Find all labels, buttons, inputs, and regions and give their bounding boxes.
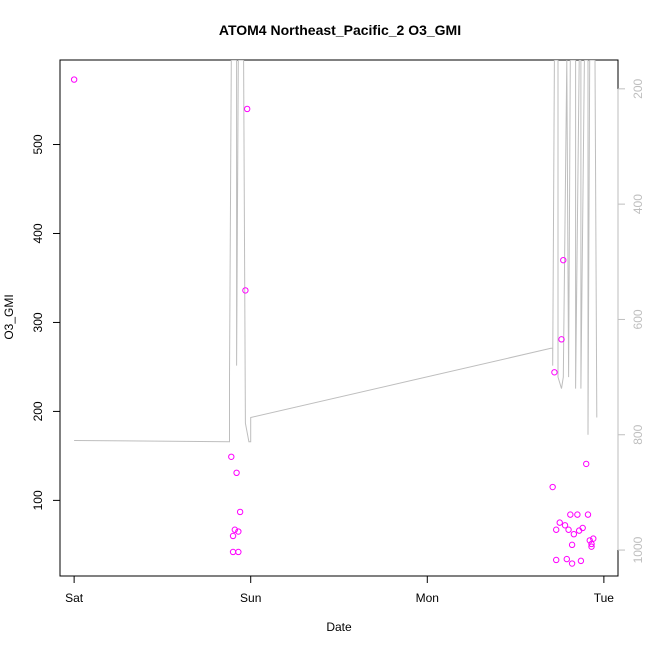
plot-frame <box>59 59 619 577</box>
data-point <box>228 453 235 460</box>
data-point <box>549 483 556 491</box>
data-point <box>561 522 569 529</box>
data-point <box>242 287 249 294</box>
data-point <box>243 105 251 113</box>
data-point <box>577 557 585 565</box>
y-axis: 100 200 300 400 500 <box>31 134 61 510</box>
x-tick-label: Sun <box>240 591 261 605</box>
y-tick-label: 300 <box>31 312 45 332</box>
data-point <box>588 543 595 550</box>
data-point <box>70 76 78 83</box>
x-axis: Sat Sun Mon Tue <box>65 575 615 605</box>
o3-scatter-series <box>70 76 597 567</box>
x-tick-label: Tue <box>594 591 615 605</box>
data-point <box>231 526 239 533</box>
right-tick-label: 800 <box>631 424 645 444</box>
data-point <box>579 524 586 532</box>
data-point <box>556 519 563 526</box>
data-point <box>574 511 581 518</box>
y-axis-label: O3_GMI <box>2 294 16 339</box>
y-tick-label: 100 <box>31 490 45 510</box>
data-point <box>552 556 560 564</box>
data-point <box>590 535 597 542</box>
data-point <box>568 560 576 567</box>
right-tick-label: 600 <box>631 309 645 329</box>
data-point <box>568 541 576 549</box>
x-tick-label: Sat <box>65 591 84 605</box>
data-point <box>233 469 240 476</box>
data-point <box>567 511 574 518</box>
data-point <box>583 460 590 468</box>
data-point <box>229 548 237 556</box>
pressure-series <box>74 60 598 443</box>
data-point <box>586 537 593 544</box>
right-tick-label: 400 <box>631 194 645 214</box>
right-tick-label: 200 <box>631 78 645 98</box>
y-tick-label: 400 <box>31 223 45 243</box>
pressure-line <box>74 60 598 443</box>
x-tick-label: Mon <box>416 591 439 605</box>
data-point <box>235 528 242 535</box>
y-tick-label: 200 <box>31 401 45 421</box>
right-y-axis: 200 400 600 800 1000 <box>617 78 645 563</box>
x-axis-label: Date <box>326 620 352 634</box>
chart-title: ATOM4 Northeast_Pacific_2 O3_GMI <box>219 22 461 38</box>
data-point <box>565 526 572 533</box>
data-point <box>236 508 244 516</box>
y-tick-label: 500 <box>31 134 45 154</box>
data-point <box>584 511 592 518</box>
data-point <box>551 369 558 376</box>
right-tick-label: 1000 <box>631 536 645 563</box>
data-point <box>229 532 237 540</box>
data-point <box>558 336 565 343</box>
data-point <box>570 530 578 538</box>
data-point <box>560 256 567 264</box>
data-point <box>235 548 242 556</box>
data-point <box>563 555 570 563</box>
data-point <box>552 526 560 533</box>
